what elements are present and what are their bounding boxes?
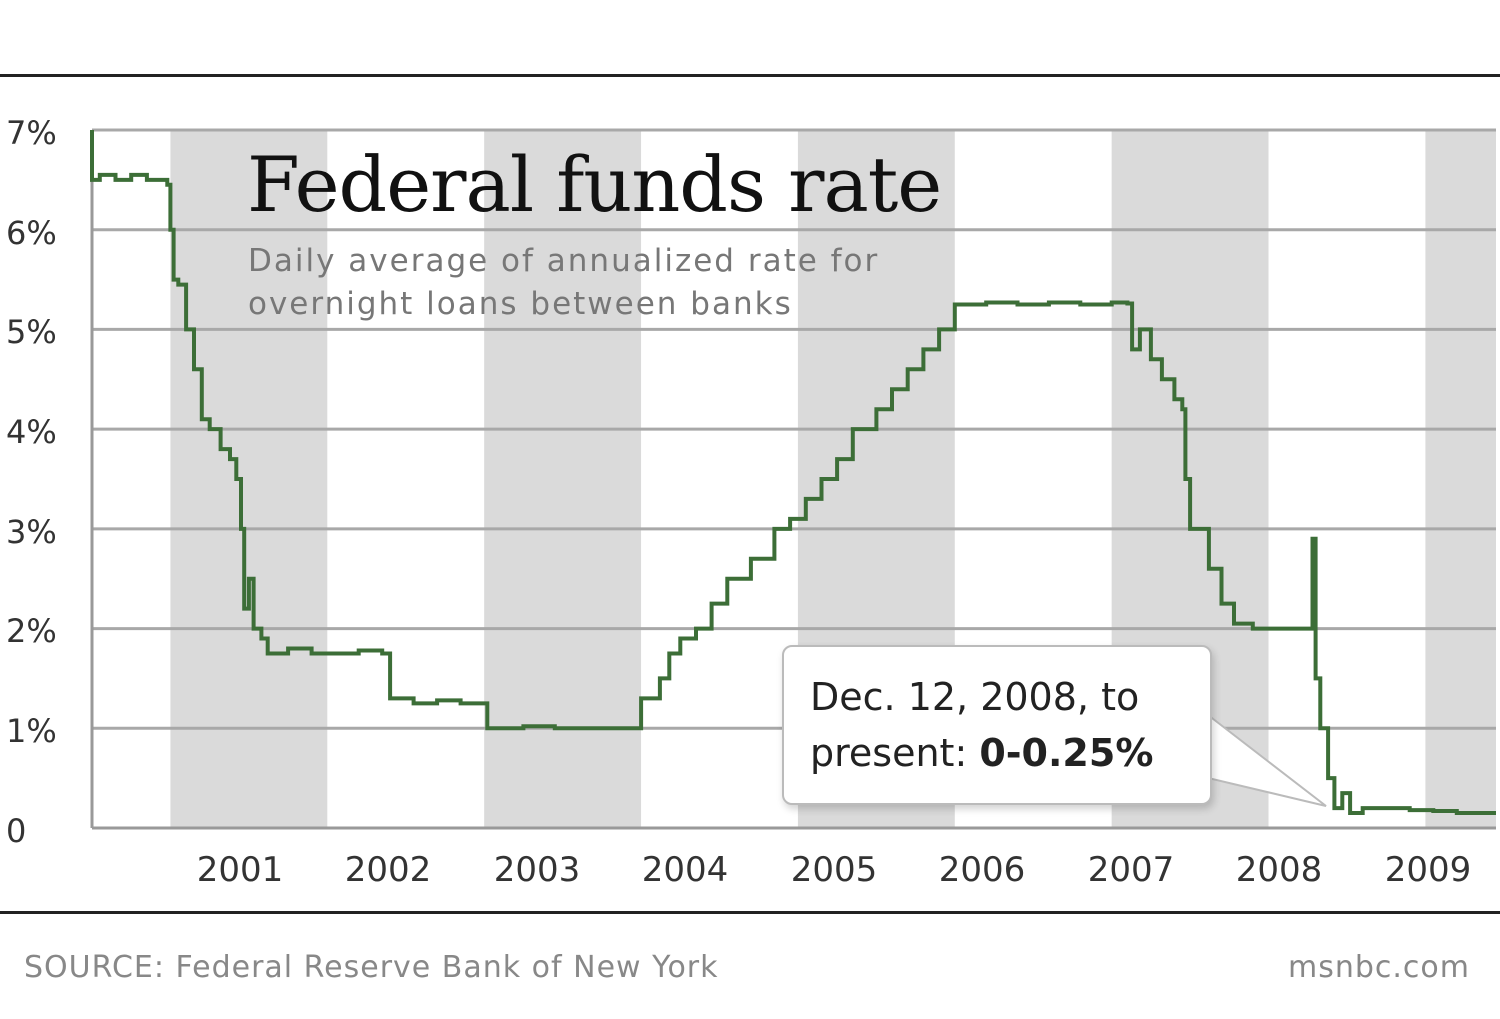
x-tick-label: 2008 <box>1235 850 1323 890</box>
y-tick-label: 1% <box>6 712 57 750</box>
x-tick-label: 2001 <box>196 850 284 890</box>
x-tick-label: 2009 <box>1384 850 1472 890</box>
x-tick-label: 2007 <box>1087 850 1175 890</box>
y-tick-label: 0 <box>6 812 27 850</box>
publisher-credit: msnbc.com <box>1287 950 1470 985</box>
y-tick-label: 7% <box>6 114 57 152</box>
y-tick-label: 6% <box>6 214 57 252</box>
subtitle-line-1: Daily average of annualized rate for <box>248 243 880 279</box>
source-credit: SOURCE: Federal Reserve Bank of New York <box>24 950 719 985</box>
annotation-line-2-prefix: present: <box>810 731 980 775</box>
year-band <box>1425 130 1496 828</box>
chart-subtitle: Daily average of annualized rate for ove… <box>248 240 879 326</box>
x-tick-label: 2004 <box>641 850 729 890</box>
annotation-line-1: Dec. 12, 2008, to <box>810 675 1140 719</box>
x-tick-label: 2002 <box>344 850 432 890</box>
subtitle-line-2: overnight loans between banks <box>248 286 793 322</box>
x-tick-label: 2003 <box>493 850 581 890</box>
top-rule <box>0 74 1500 77</box>
x-tick-label: 2006 <box>938 850 1026 890</box>
annotation-value: 0-0.25% <box>979 731 1154 775</box>
year-band <box>170 130 328 828</box>
x-tick-label: 2005 <box>790 850 878 890</box>
year-band <box>484 130 642 828</box>
bottom-rule <box>0 911 1500 914</box>
annotation-callout: Dec. 12, 2008, to present: 0-0.25% <box>782 645 1212 805</box>
y-tick-label: 3% <box>6 513 57 551</box>
y-tick-label: 4% <box>6 413 57 451</box>
series-line <box>90 130 1496 815</box>
chart-title: Federal funds rate <box>247 140 942 229</box>
y-tick-label: 5% <box>6 313 57 351</box>
y-tick-label: 2% <box>6 612 57 650</box>
